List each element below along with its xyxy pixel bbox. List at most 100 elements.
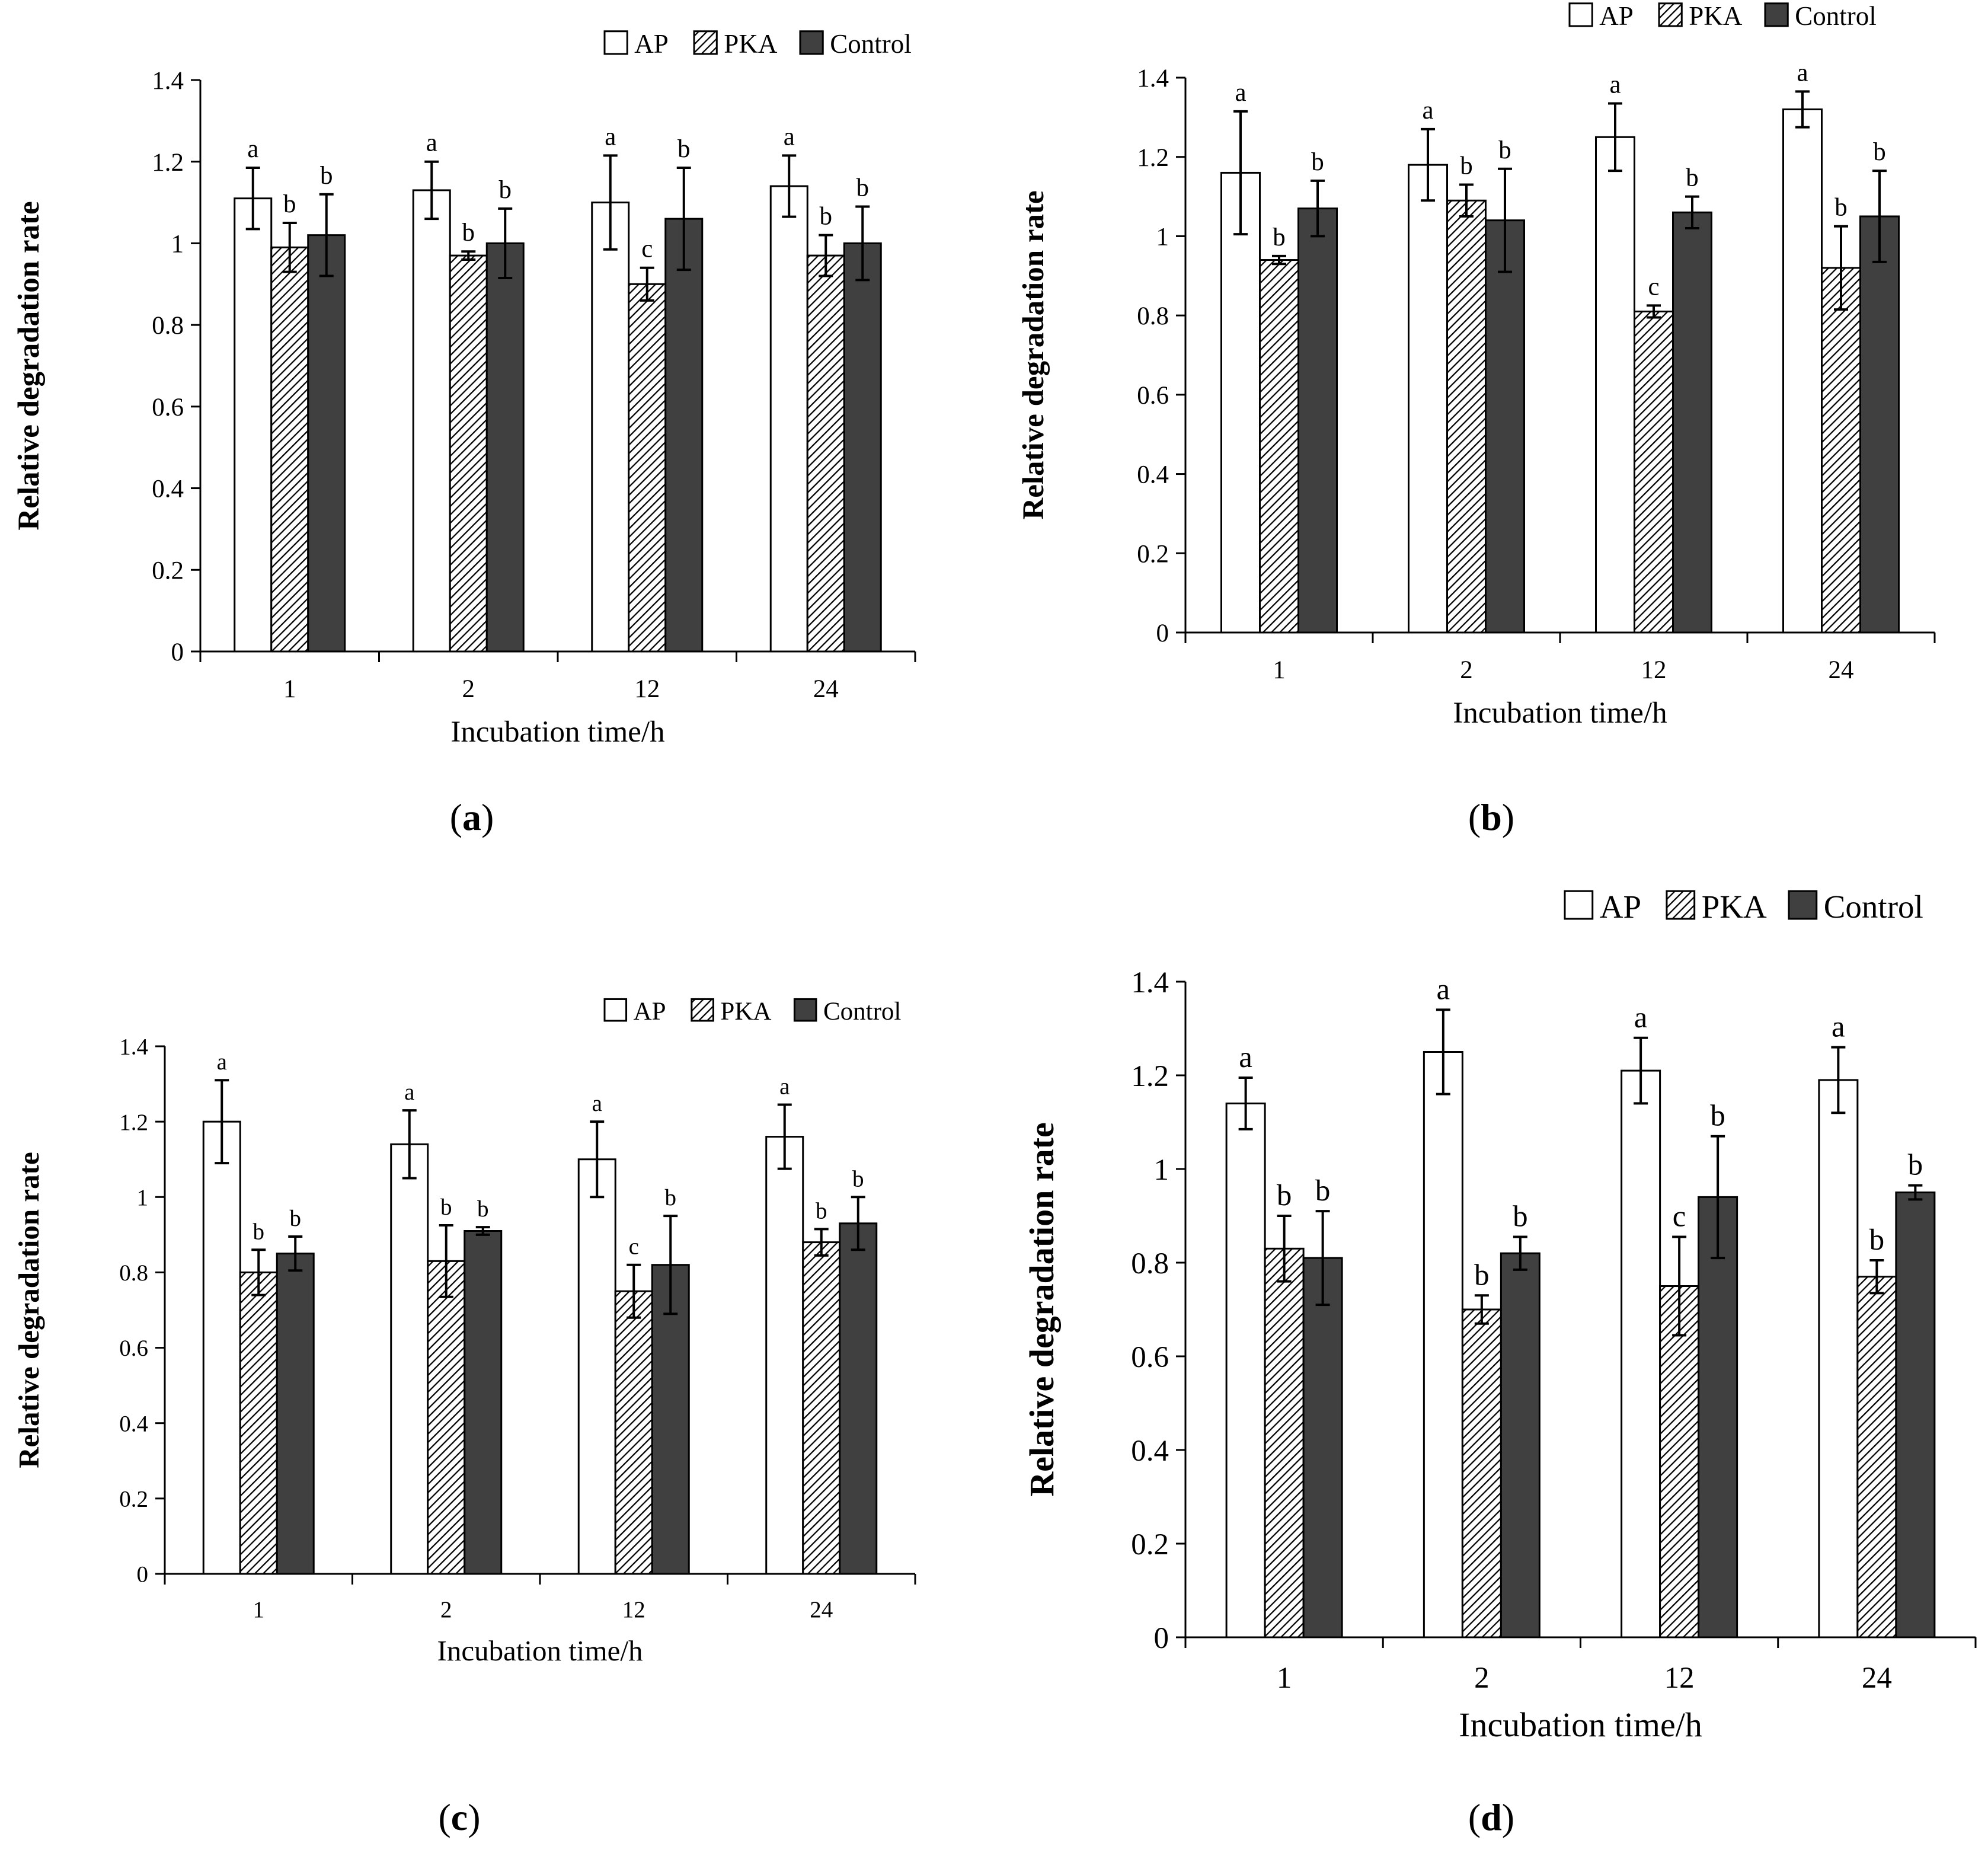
significance-letter: a — [784, 123, 795, 151]
y-tick-label: 0.2 — [119, 1487, 148, 1512]
legend-label-control: Control — [1824, 889, 1923, 925]
panel-label-letter: b — [1481, 796, 1502, 838]
y-tick-label: 0.8 — [119, 1260, 148, 1286]
y-tick-label: 0 — [1156, 619, 1169, 647]
bar-pka-1 — [1264, 1247, 1305, 1638]
y-tick-label: 0.8 — [152, 312, 184, 340]
legend-label-pka: PKA — [1689, 1, 1743, 31]
bar-control-1 — [276, 1253, 315, 1575]
significance-letter: c — [1673, 1200, 1686, 1234]
bar-control-2 — [1500, 1252, 1540, 1638]
bar-ap-1 — [202, 1120, 241, 1575]
significance-letter: b — [820, 203, 833, 231]
y-tick-label: 1.4 — [119, 1034, 148, 1060]
bar-control-12 — [1698, 1196, 1738, 1638]
y-tick-label: 0 — [1154, 1622, 1169, 1655]
significance-letter: b — [1315, 1174, 1331, 1208]
significance-letter: a — [426, 129, 437, 157]
x-tick-label: 24 — [1829, 656, 1854, 684]
x-axis-title: Incubation time/h — [1453, 697, 1667, 730]
panel-label: (a) — [450, 796, 494, 838]
bar-control-2 — [1485, 219, 1525, 634]
bar-pka-12 — [1634, 310, 1674, 634]
bar-pka-1 — [239, 1271, 278, 1575]
y-tick-label: 1 — [1154, 1154, 1169, 1187]
x-tick-label: 2 — [440, 1597, 452, 1622]
x-tick-label: 2 — [462, 675, 475, 703]
legend-swatch-ap — [603, 998, 628, 1022]
panel-label-letter: a — [462, 796, 481, 838]
legend-label-ap: AP — [634, 29, 669, 59]
y-tick-label: 1.2 — [152, 149, 184, 177]
legend-swatch-ap — [1568, 2, 1593, 27]
x-axis-title: Incubation time/h — [450, 716, 664, 749]
x-tick-label: 12 — [1641, 656, 1667, 684]
significance-letter: b — [1513, 1200, 1528, 1234]
significance-letter: b — [320, 162, 333, 190]
legend-swatch-pka — [1666, 890, 1696, 920]
x-tick-label: 24 — [810, 1597, 833, 1622]
panel-label: (d) — [1468, 1796, 1514, 1838]
legend-label-ap: AP — [634, 998, 666, 1026]
panel-label-open: ( — [438, 1796, 450, 1838]
y-tick-label: 0.2 — [1137, 540, 1169, 568]
legend-label-pka: PKA — [724, 29, 778, 59]
significance-letter: a — [404, 1079, 414, 1105]
significance-letter: b — [290, 1206, 302, 1231]
y-tick-label: 1.2 — [119, 1110, 148, 1135]
bar-ap-12 — [591, 202, 630, 653]
significance-letter: b — [816, 1198, 827, 1224]
panel-label-close: ) — [468, 1796, 480, 1838]
significance-letter: b — [477, 1196, 489, 1222]
significance-letter: b — [1686, 164, 1699, 192]
y-tick-label: 0.4 — [152, 475, 184, 503]
significance-letter: a — [1437, 973, 1450, 1006]
y-tick-label: 0.2 — [152, 557, 184, 584]
significance-letter: b — [1460, 152, 1473, 180]
y-tick-label: 1.2 — [1131, 1060, 1169, 1093]
significance-letter: a — [1422, 97, 1433, 124]
bar-control-1 — [307, 234, 346, 653]
significance-letter: a — [1634, 1001, 1648, 1034]
legend-label-control: Control — [823, 998, 901, 1026]
y-tick-label: 1.4 — [1131, 966, 1169, 999]
x-axis-title: Incubation time/h — [1459, 1705, 1702, 1744]
panel-label: (c) — [438, 1796, 480, 1838]
y-tick-label: 0.2 — [1131, 1528, 1169, 1561]
legend-swatch-pka — [691, 998, 714, 1022]
x-tick-label: 2 — [1474, 1662, 1490, 1695]
bar-ap-1 — [234, 197, 273, 653]
significance-letter: b — [677, 135, 691, 163]
y-tick-label: 0 — [137, 1562, 149, 1588]
bar-pka-24 — [1856, 1276, 1897, 1638]
y-tick-label: 0.6 — [152, 394, 184, 421]
significance-letter: a — [1239, 1041, 1252, 1074]
significance-letter: a — [1609, 71, 1621, 98]
significance-letter: b — [462, 219, 475, 247]
bar-pka-2 — [1461, 1308, 1502, 1638]
bar-control-24 — [843, 242, 882, 653]
significance-letter: b — [1498, 136, 1511, 164]
bar-pka-12 — [1659, 1285, 1700, 1638]
significance-letter: b — [665, 1185, 677, 1210]
significance-letter: b — [1474, 1259, 1490, 1292]
panel-label-letter: c — [451, 1796, 468, 1838]
significance-letter: b — [1710, 1100, 1725, 1133]
bar-pka-2 — [1446, 199, 1487, 634]
bar-pka-2 — [449, 254, 488, 653]
significance-letter: a — [592, 1091, 602, 1116]
legend-label-ap: AP — [1599, 1, 1634, 31]
y-tick-label: 0.8 — [1131, 1247, 1169, 1280]
y-tick-label: 1 — [1156, 223, 1169, 251]
significance-letter: b — [1873, 138, 1886, 166]
y-tick-label: 1 — [171, 230, 184, 258]
significance-letter: b — [852, 1166, 864, 1192]
legend-label-control: Control — [1795, 1, 1877, 31]
bar-ap-24 — [1818, 1079, 1859, 1638]
legend-swatch-control — [793, 998, 817, 1022]
bar-control-1 — [1297, 207, 1338, 634]
y-axis-title: Relative degradation rate — [12, 1152, 45, 1468]
x-tick-label: 24 — [1862, 1662, 1892, 1695]
legend-swatch-ap — [1564, 890, 1594, 920]
bar-pka-24 — [1821, 267, 1861, 634]
